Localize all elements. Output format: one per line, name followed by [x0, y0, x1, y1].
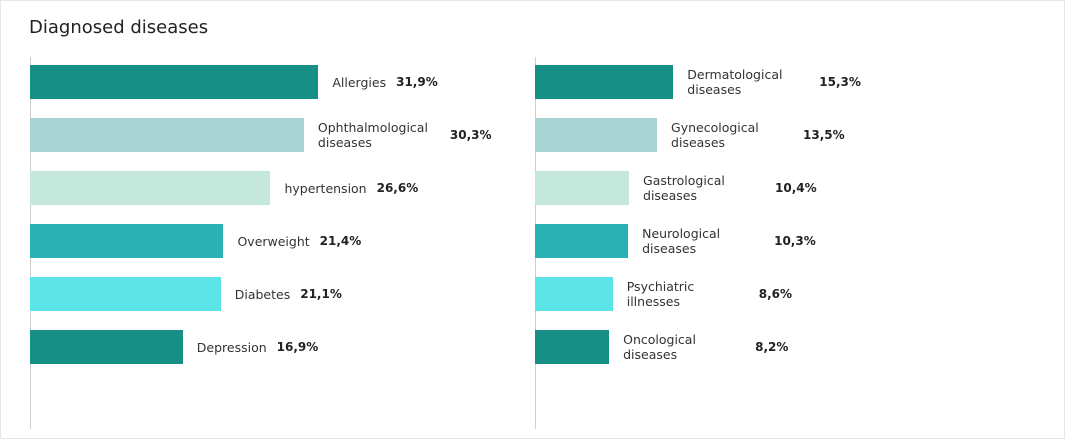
bar — [30, 171, 271, 205]
bar-label: hypertension 26,6% — [284, 171, 418, 205]
category-label: Allergies — [332, 74, 387, 90]
category-label: Overweight — [237, 233, 310, 249]
bar — [535, 224, 629, 258]
value-label: 15,3% — [819, 75, 861, 89]
category-label: Neurological diseases — [642, 226, 721, 256]
bar — [30, 330, 183, 364]
category-label: Ophthalmological diseases — [317, 120, 428, 150]
category-label: hypertension — [284, 180, 367, 196]
value-label: 21,4% — [319, 234, 362, 248]
value-label: 21,1% — [300, 287, 342, 301]
bar-label: Gastrological diseases 10,4% — [643, 171, 817, 205]
bar-label: Depression 16,9% — [197, 330, 319, 364]
bar-label: Allergies 31,9% — [332, 65, 437, 99]
value-label: 10,4% — [775, 181, 817, 195]
bar-label: Neurological diseases 10,3% — [642, 224, 816, 258]
chart-title: Diagnosed diseases — [29, 17, 209, 38]
bar — [535, 277, 613, 311]
category-label: Oncological diseases — [623, 332, 696, 362]
value-label: 10,3% — [774, 234, 816, 248]
category-label: Depression — [196, 339, 267, 355]
bar — [30, 224, 224, 258]
value-label: 26,6% — [376, 181, 419, 195]
bar — [535, 118, 658, 152]
bar — [30, 65, 319, 99]
category-label: Psychiatric illnesses — [626, 279, 695, 309]
value-label: 13,5% — [803, 128, 845, 142]
bar-label: Overweight 21,4% — [237, 224, 361, 258]
bar-label: Oncological diseases 8,2% — [623, 330, 788, 364]
bar — [535, 65, 674, 99]
bar-label: Psychiatric illnesses 8,6% — [627, 277, 792, 311]
bar — [30, 118, 304, 152]
value-label: 31,9% — [396, 75, 438, 89]
value-label: 8,2% — [755, 340, 789, 354]
bar — [535, 171, 630, 205]
bar-label: Ophthalmological diseases 30,3% — [318, 118, 492, 152]
bar — [30, 277, 221, 311]
category-label: Gynecological diseases — [671, 120, 759, 150]
value-label: 8,6% — [758, 287, 793, 301]
bar-label: Diabetes 21,1% — [235, 277, 342, 311]
category-label: Diabetes — [234, 286, 291, 302]
bar — [535, 330, 610, 364]
value-label: 30,3% — [449, 128, 492, 142]
category-label: Dermatological diseases — [687, 67, 783, 97]
bar-label: Gynecological diseases 13,5% — [671, 118, 845, 152]
category-label: Gastrological diseases — [643, 173, 725, 203]
bar-label: Dermatological diseases 15,3% — [687, 65, 861, 99]
value-label: 16,9% — [276, 340, 319, 354]
